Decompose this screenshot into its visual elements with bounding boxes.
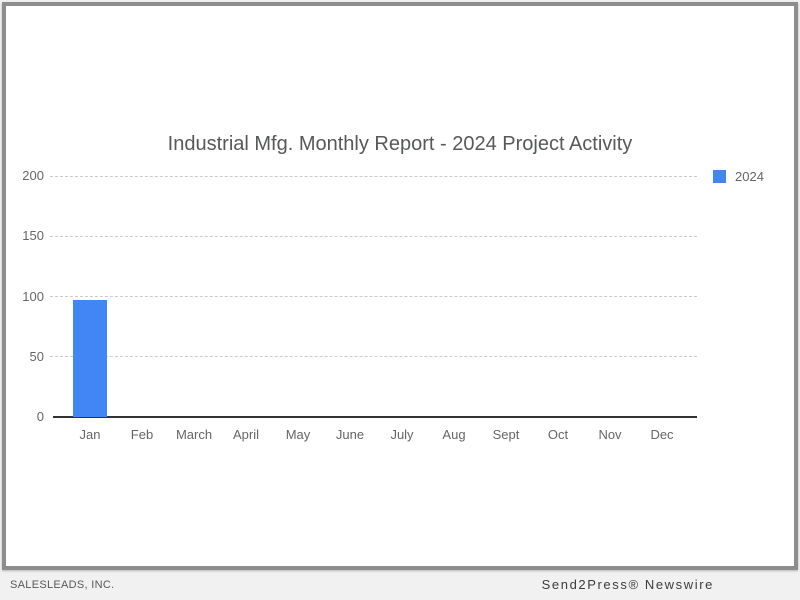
xtick-feb: Feb: [130, 427, 154, 442]
xtick-jan: Jan: [79, 427, 101, 442]
ytick-100: 100: [22, 288, 44, 304]
gridline-150: [50, 235, 697, 237]
legend-label: 2024: [735, 169, 764, 184]
xtick-nov: Nov: [598, 427, 622, 442]
xtick-aug: Aug: [442, 427, 466, 442]
xtick-march: March: [175, 427, 213, 442]
content-frame: Industrial Mfg. Monthly Report - 2024 Pr…: [2, 2, 798, 570]
xtick-sept: Sept: [492, 427, 520, 442]
gridline-100: [50, 296, 697, 297]
xtick-july: July: [390, 427, 414, 442]
newswire-watermark: Send2Press® Newswire: [541, 577, 714, 592]
ytick-0: 0: [36, 409, 44, 424]
ytick-50: 50: [29, 348, 44, 364]
chart-title: Industrial Mfg. Monthly Report - 2024 Pr…: [167, 133, 633, 155]
bar-jan: [73, 300, 107, 417]
ytick-200: 200: [22, 168, 44, 183]
xtick-june: June: [335, 427, 365, 442]
gridline-200: [50, 175, 697, 177]
ytick-150: 150: [22, 228, 44, 244]
xtick-oct: Oct: [547, 427, 569, 442]
legend-swatch-icon: [713, 170, 726, 183]
xtick-dec: Dec: [650, 427, 674, 442]
gridline-50: [50, 356, 697, 358]
xtick-may: May: [285, 427, 311, 442]
attribution-text: SALESLEADS, INC.: [10, 579, 115, 591]
plot-area: 0 50 100 150 200 Jan Feb March April May June July A…: [22, 168, 697, 442]
xtick-april: April: [232, 427, 259, 442]
legend: 2024: [713, 169, 764, 184]
x-axis-line: [53, 416, 697, 418]
footer: SALESLEADS, INC. Send2Press® Newswire: [0, 570, 800, 600]
